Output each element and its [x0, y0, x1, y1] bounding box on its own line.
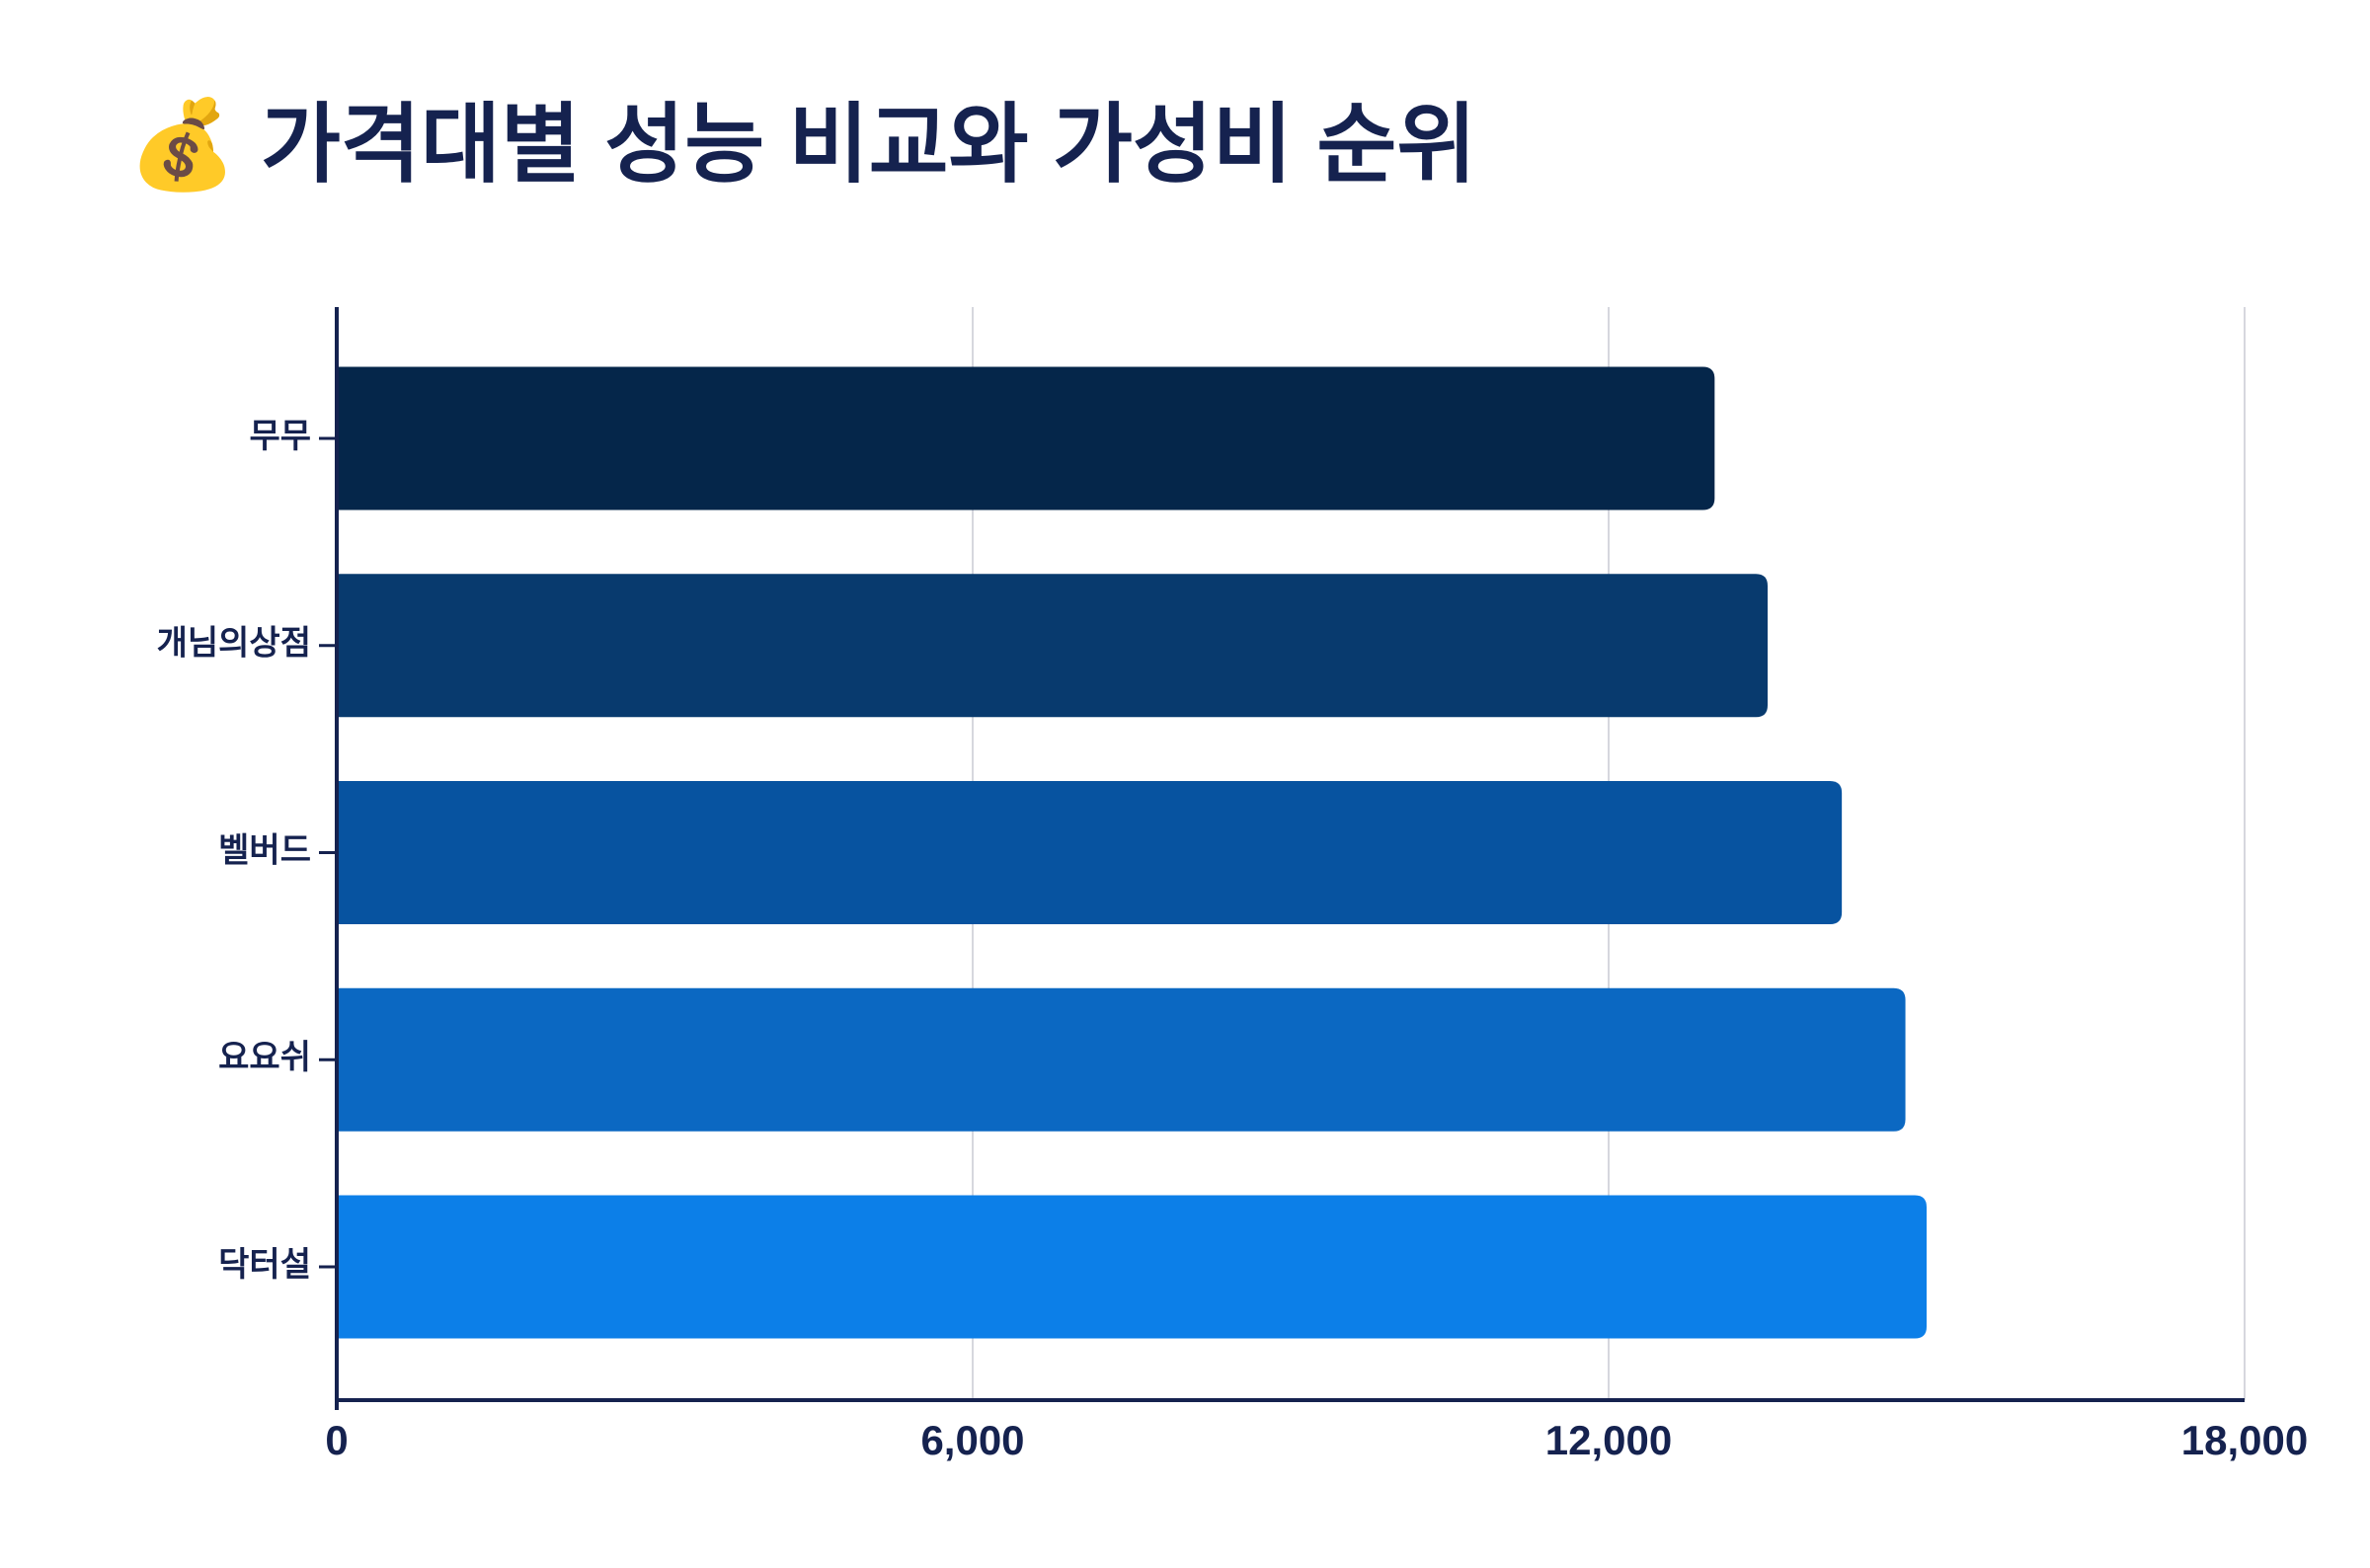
x-tick-label: 18,000 — [2181, 1417, 2308, 1463]
y-tick-label: 닥터설 — [218, 1246, 311, 1284]
y-tick-label: 요요쉬 — [218, 1039, 311, 1076]
x-tick-label: 12,000 — [1545, 1417, 1672, 1463]
x-tick-label: 6,000 — [920, 1417, 1024, 1463]
y-tick-label: 무무 — [249, 418, 311, 455]
y-tick-label: 벨버드 — [218, 831, 311, 869]
bar — [337, 781, 1843, 924]
y-tick-label: 개님의상점 — [157, 625, 311, 663]
x-tick-label: 0 — [325, 1417, 348, 1463]
bar — [337, 574, 1768, 718]
chart-title: 💰 가격대별 성능 비교와 가성비 순위 — [128, 95, 1476, 196]
bar — [337, 987, 1906, 1132]
bar — [337, 366, 1715, 510]
bar — [337, 1195, 1927, 1339]
